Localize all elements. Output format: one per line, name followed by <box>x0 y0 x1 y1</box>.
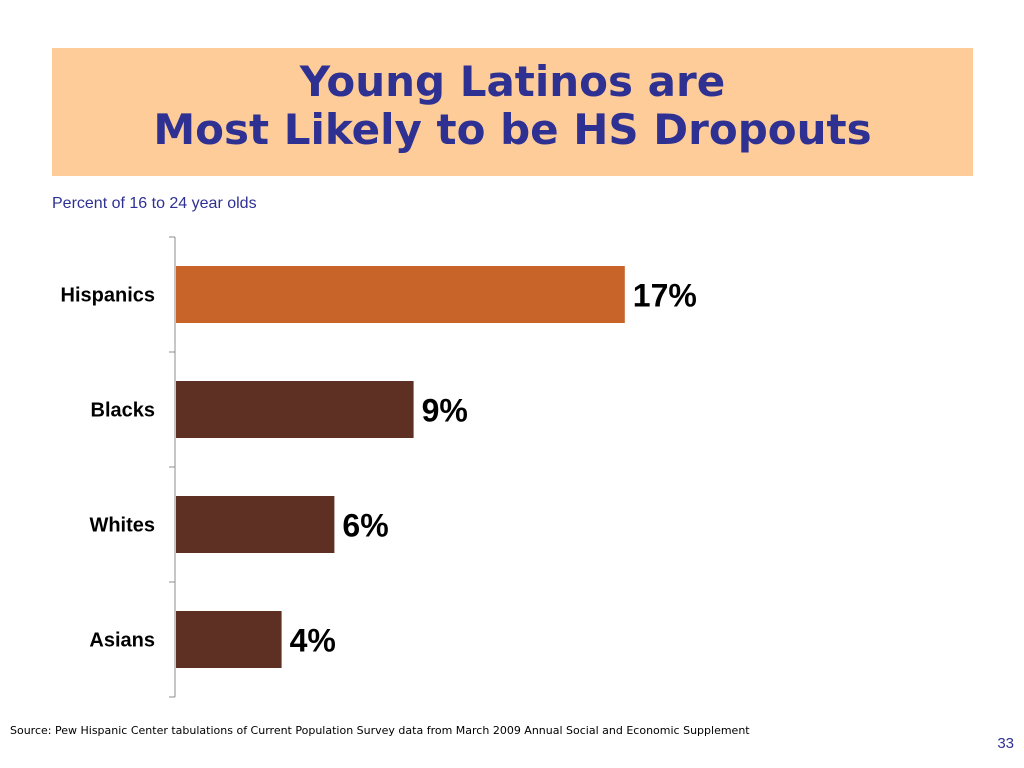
bar-whites <box>176 496 335 553</box>
slide-title-line-2: Most Likely to be HS Dropouts <box>153 105 872 154</box>
category-label: Whites <box>89 515 155 537</box>
data-label: 4% <box>290 623 336 659</box>
slide-title-line-1: Young Latinos are <box>299 57 726 106</box>
data-label: 17% <box>633 278 697 314</box>
category-label: Asians <box>89 630 155 652</box>
data-label: 9% <box>422 393 468 429</box>
chart-subtitle: Percent of 16 to 24 year olds <box>52 195 257 212</box>
bar-blacks <box>176 381 414 438</box>
page-number: 33 <box>997 735 1014 752</box>
category-label: Blacks <box>91 400 156 422</box>
bar-asians <box>176 611 282 668</box>
source-note: Source: Pew Hispanic Center tabulations … <box>10 724 750 737</box>
data-label: 6% <box>342 508 388 544</box>
title-banner: Young Latinos are Most Likely to be HS D… <box>52 48 973 176</box>
bar-hispanics <box>176 266 625 323</box>
category-label: Hispanics <box>61 285 155 307</box>
